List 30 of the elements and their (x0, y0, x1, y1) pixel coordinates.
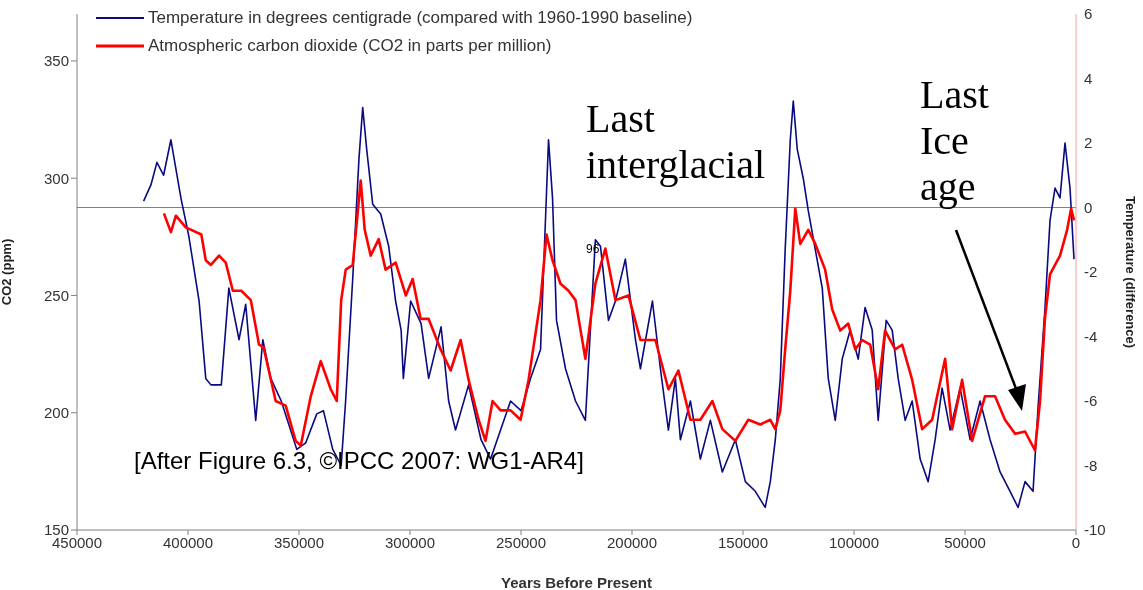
x-tick-label: 150000 (717, 533, 769, 551)
legend-label: Temperature in degrees centigrade (compared with 1960-1990 baseline) (148, 7, 693, 29)
x-tick-label: 350000 (273, 533, 325, 551)
y2-tick-label: -4 (1084, 327, 1098, 345)
y2-tick-label: -8 (1084, 456, 1098, 474)
x-tick-label: 300000 (384, 533, 436, 551)
x-tick-label: 400000 (162, 533, 214, 551)
annotation: Last Ice age (920, 72, 990, 210)
y-tick-label: 250 (43, 286, 69, 304)
y-tick-label: 300 (43, 169, 69, 187)
x-tick-label: 50000 (944, 533, 986, 551)
y2-tick-label: -10 (1084, 521, 1106, 539)
y2-tick-label: -2 (1084, 263, 1098, 281)
annotation: Last interglacial (586, 96, 767, 188)
y2-axis-title: Temperature (difference) (1123, 195, 1139, 349)
legend-label: Atmospheric carbon dioxide (CO2 in parts per million) (148, 35, 552, 57)
x-tick-label: 100000 (828, 533, 880, 551)
y-tick-label: 150 (43, 521, 69, 539)
x-tick-label: 250000 (495, 533, 547, 551)
y2-tick-label: 6 (1084, 5, 1093, 23)
y2-tick-label: -6 (1084, 392, 1098, 410)
y2-tick-label: 0 (1084, 198, 1093, 216)
y-tick-label: 200 (43, 404, 69, 422)
y-tick-label: 350 (43, 52, 69, 70)
y2-tick-label: 2 (1084, 134, 1093, 152)
x-tick-label: 0 (1071, 533, 1081, 551)
x-tick-label: 200000 (606, 533, 658, 551)
y-axis-title: CO2 (ppm) (0, 238, 14, 306)
x-axis-title: Years Before Present (501, 574, 652, 590)
y2-tick-label: 4 (1084, 69, 1093, 87)
